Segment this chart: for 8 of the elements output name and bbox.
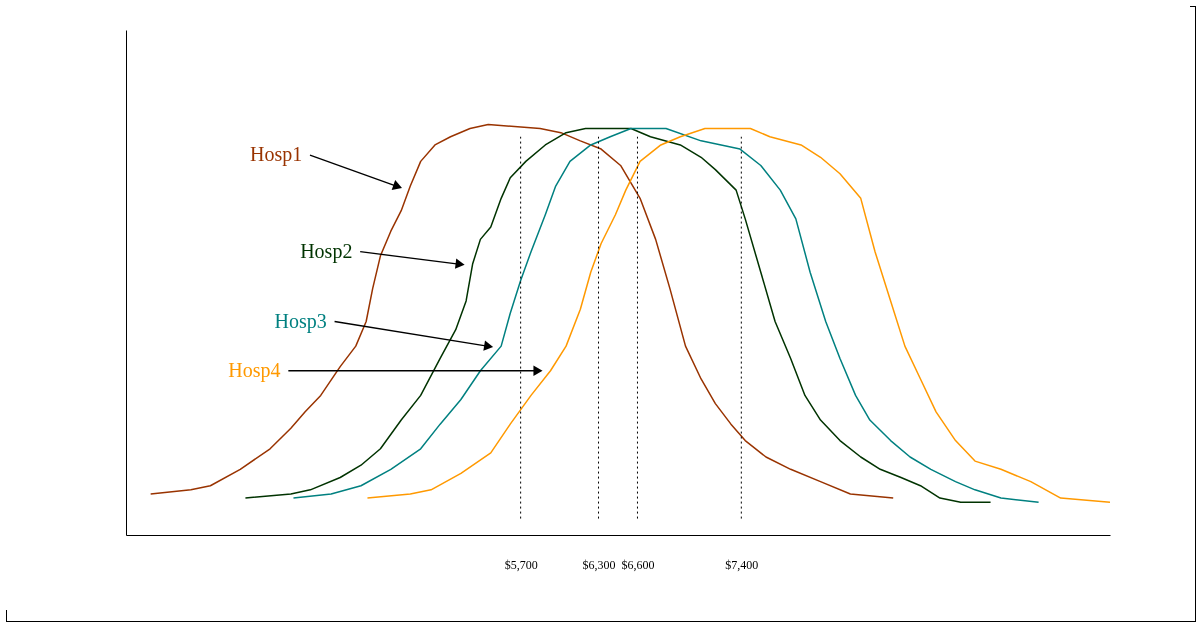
text: Hosp3 <box>274 309 327 333</box>
x-tick-label: $7,400 <box>725 557 759 572</box>
text: Hosp4 <box>228 358 281 382</box>
x-tick-label: $6,600 <box>621 557 655 572</box>
x-tick-label: $5,700 <box>504 557 538 572</box>
x-tick-label: $6,300 <box>582 557 616 572</box>
text: Hosp1 <box>249 143 303 167</box>
text: Hosp2 <box>300 239 353 263</box>
